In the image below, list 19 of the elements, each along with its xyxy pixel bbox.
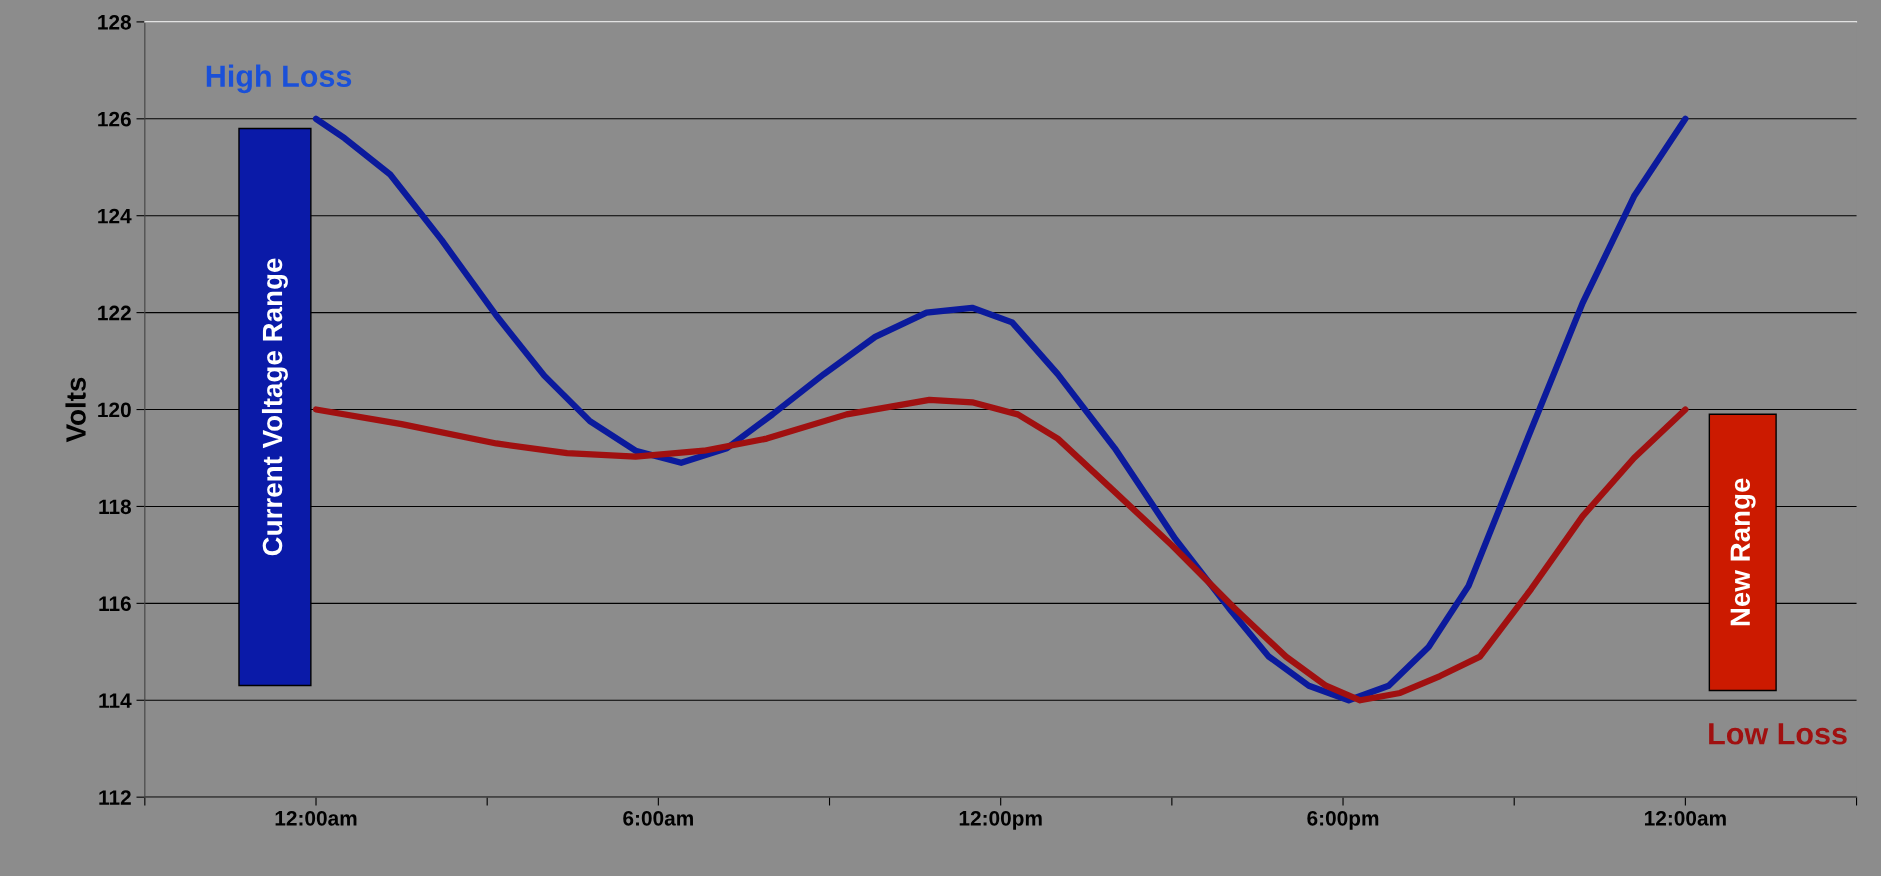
y-tick-label: 112	[99, 790, 131, 805]
x-tick-label: 6:00am	[623, 810, 693, 826]
y-axis-title: Volts	[65, 377, 86, 443]
y-tick-label: 114	[99, 693, 132, 708]
x-tick-label: 12:00am	[1644, 810, 1726, 826]
y-tick-label: 126	[98, 111, 131, 127]
y-tick-label: 118	[99, 499, 132, 515]
y-tick-label: 124	[98, 208, 132, 224]
x-tick-label: 12:00pm	[959, 810, 1042, 830]
annotation: New Range	[1730, 478, 1756, 626]
y-tick-label: 122	[98, 305, 131, 321]
y-tick-label: 116	[99, 596, 131, 612]
annotation: Current Voltage Range	[261, 258, 288, 556]
y-tick-label: 120	[98, 402, 131, 418]
series-label: High Loss	[206, 64, 352, 94]
text: Low Loss	[1709, 723, 1847, 745]
y-tick-label: 128	[98, 14, 132, 30]
x-tick-label: 12:00am	[275, 810, 357, 826]
x-tick-label: 6:00pm	[1307, 810, 1379, 830]
